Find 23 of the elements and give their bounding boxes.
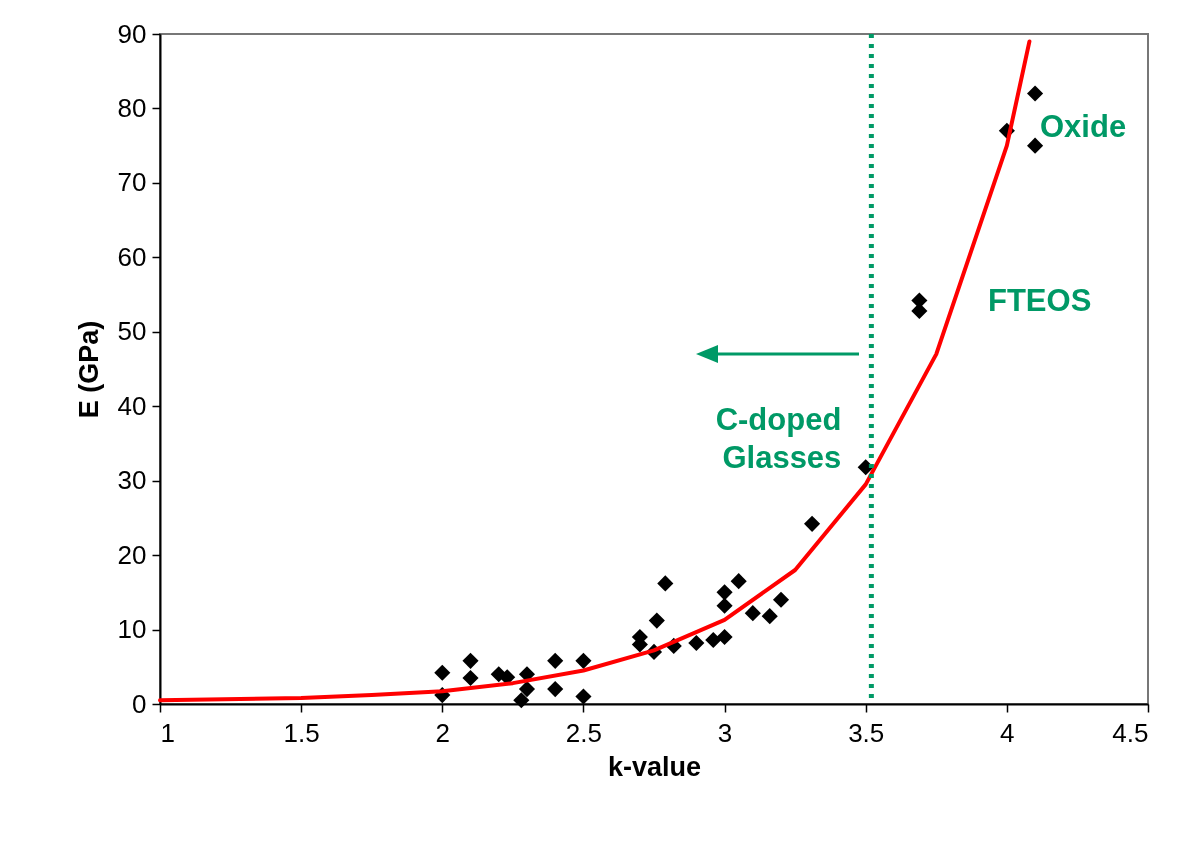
x-tick-label: 2 bbox=[435, 717, 451, 748]
x-tick-label: 4 bbox=[1000, 717, 1015, 748]
y-tick-label: 60 bbox=[117, 241, 147, 272]
y-axis-title: E (GPa) bbox=[73, 320, 104, 419]
annotation: FTEOS bbox=[988, 283, 1092, 318]
ref-line-label: C-doped Glasses bbox=[715, 402, 842, 476]
x-tick-label: 4.5 bbox=[1112, 717, 1149, 748]
y-tick-label: 70 bbox=[117, 167, 147, 198]
y-tick-label: 30 bbox=[117, 465, 147, 496]
y-tick-label: 90 bbox=[117, 18, 147, 49]
y-tick-label: 20 bbox=[117, 539, 147, 570]
annotation: Oxide bbox=[1040, 109, 1127, 144]
x-tick-label: 2.5 bbox=[565, 717, 603, 748]
y-tick-label: 40 bbox=[117, 390, 147, 421]
y-tick-label: 80 bbox=[117, 92, 147, 123]
x-tick-label: 3.5 bbox=[848, 717, 885, 748]
x-tick-label: 3 bbox=[717, 717, 733, 748]
x-axis-title: k-value bbox=[607, 751, 702, 782]
x-tick-label: 1 bbox=[160, 717, 175, 748]
y-tick-label: 50 bbox=[117, 316, 147, 347]
x-tick-label: 1.5 bbox=[283, 717, 320, 748]
y-tick-label: 10 bbox=[117, 614, 147, 645]
y-tick-label: 0 bbox=[132, 688, 147, 719]
